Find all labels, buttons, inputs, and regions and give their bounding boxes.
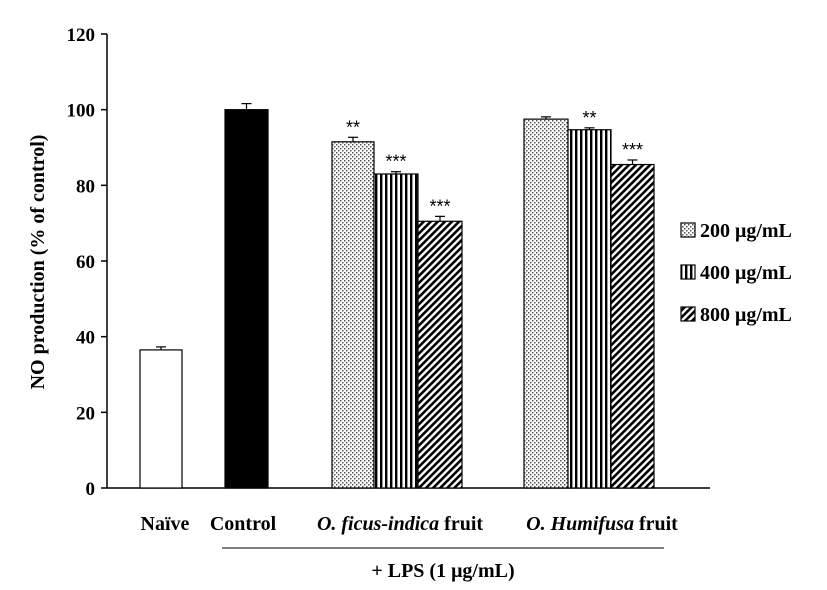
- bar: [417, 220, 463, 489]
- significance-label: ***: [622, 140, 643, 160]
- y-axis-label: NO production (% of control): [27, 135, 49, 390]
- x-category-label: Naïve: [141, 513, 190, 535]
- legend-swatch: [680, 264, 696, 280]
- legend-label: 800 μg/mL: [700, 304, 792, 326]
- significance-label: ***: [429, 196, 450, 216]
- y-tick-label: 80: [76, 176, 95, 197]
- significance-label: **: [582, 108, 596, 128]
- y-tick-label: 0: [86, 479, 96, 500]
- x-category-label: Control: [210, 513, 277, 535]
- bar: [139, 349, 183, 489]
- bar: [567, 129, 612, 489]
- significance-label: **: [346, 117, 360, 137]
- legend-swatch: [680, 306, 696, 322]
- y-ticks: 0 20 40 60 80 100 120: [67, 25, 107, 500]
- y-tick-label: 120: [67, 25, 96, 46]
- x-category-label: O. ficus-indica fruit: [317, 513, 483, 535]
- bar: [523, 118, 569, 489]
- y-tick-label: 60: [76, 252, 95, 273]
- legend-label: 200 μg/mL: [700, 220, 792, 242]
- legend-label: 400 μg/mL: [700, 262, 792, 284]
- group-label: + LPS (1 μg/mL): [371, 560, 514, 582]
- bar: [224, 109, 269, 489]
- bars: *************: [139, 103, 655, 489]
- significance-label: ***: [385, 152, 406, 172]
- bar: [373, 173, 419, 489]
- legend: 200 μg/mL 400 μg/mL 800 μg/mL: [680, 220, 792, 326]
- bar: [331, 141, 375, 489]
- y-tick-label: 20: [76, 403, 95, 424]
- y-tick-label: 100: [67, 101, 96, 122]
- legend-swatch: [680, 222, 696, 238]
- x-category-label: O. Humifusa fruit: [526, 513, 678, 535]
- x-category-labels: Naïve Control O. ficus-indica fruit O. Humi…: [141, 513, 679, 535]
- y-tick-label: 40: [76, 328, 95, 349]
- bar: [610, 163, 655, 489]
